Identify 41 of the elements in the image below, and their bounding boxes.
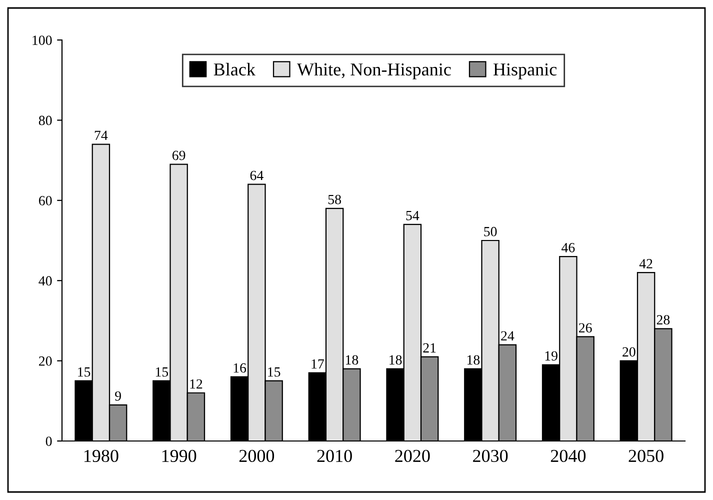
x-tick-label: 1980: [84, 450, 118, 462]
legend-label: Black: [214, 62, 256, 76]
x-tick-label: 2010: [317, 450, 352, 462]
data-label: 64: [250, 170, 264, 180]
y-tick-label: 100: [32, 36, 52, 45]
data-label: 46: [562, 242, 575, 252]
x-tick-label: 2000: [239, 450, 274, 462]
data-label: 19: [545, 351, 558, 361]
x-tick-label: 1990: [162, 450, 196, 462]
data-label: 15: [268, 367, 280, 377]
data-label: 28: [656, 315, 670, 325]
data-label: 26: [578, 323, 592, 333]
data-label: 20: [622, 347, 636, 357]
data-label: 69: [172, 150, 186, 160]
data-label: 9: [115, 391, 121, 401]
data-label: 18: [467, 355, 480, 365]
legend-label: White, Non-Hispanic: [297, 62, 451, 80]
y-tick-label: 40: [38, 276, 52, 286]
data-label: 15: [156, 367, 168, 377]
x-tick-label: 2040: [550, 450, 586, 462]
data-label: 74: [94, 130, 108, 140]
data-label: 17: [312, 359, 324, 368]
x-tick-label: 2050: [628, 450, 664, 462]
data-label: 12: [190, 379, 202, 389]
x-tick-label: 2020: [395, 450, 430, 462]
y-tick-label: 20: [39, 356, 52, 366]
data-label: 18: [346, 355, 358, 365]
data-label: 21: [423, 343, 436, 352]
data-label: 58: [328, 194, 341, 204]
data-label: 42: [639, 259, 652, 268]
data-label: 24: [501, 331, 514, 340]
data-label: 50: [484, 226, 497, 236]
y-tick-label: 60: [38, 196, 52, 206]
data-label: 16: [234, 363, 246, 373]
data-label: 15: [78, 367, 90, 377]
data-label: 18: [390, 355, 402, 365]
data-label: 54: [406, 210, 420, 220]
y-tick-label: 0: [46, 436, 52, 446]
legend-label: Hispanic: [493, 63, 557, 80]
y-tick-label: 80: [38, 116, 52, 126]
x-tick-label: 2030: [473, 450, 508, 462]
